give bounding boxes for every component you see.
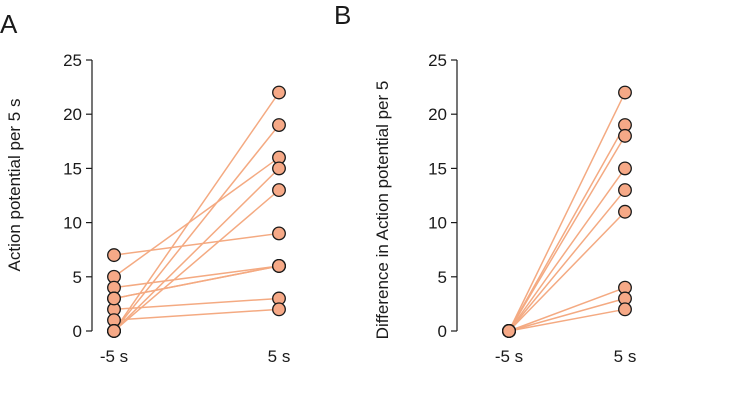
panel-a-x-tick-label: 5 s (268, 347, 291, 366)
panel-a-data-point (107, 324, 121, 338)
panel-a-data-point (272, 302, 286, 317)
panel-b-pair-line (508, 92, 626, 332)
panel-b-y-tick-label: 15 (428, 159, 447, 178)
panel-b-data-point (618, 85, 632, 100)
panel-b-pair-line (508, 124, 626, 332)
panel-b-x-tick-label: -5 s (495, 347, 523, 366)
panel-a-pair-line (113, 308, 280, 321)
panel-a-data-point (272, 118, 286, 132)
panel-b-pair-line (508, 286, 626, 332)
panel-a-data-point (272, 259, 286, 273)
panel-b-pair-line (508, 211, 626, 332)
panel-b-data-point (618, 183, 632, 198)
panel-a-y-tick-label: 10 (63, 214, 82, 233)
panel-b-y-axis-label: Difference in Action potential per 5 (373, 81, 392, 340)
panel-b-data-point (618, 204, 632, 219)
panel-a-y-tick-label: 5 (73, 268, 82, 287)
panel-b-pair-line (508, 167, 626, 332)
panel-a-pair-line (113, 167, 280, 332)
panel-a-pair-line (113, 189, 280, 332)
panel-a-data-point (107, 248, 121, 263)
panel-b-y-tick-label: 0 (438, 322, 447, 341)
panel-a-pair-line (113, 232, 280, 256)
panel-b-y-tick-label: 5 (438, 268, 447, 287)
panel-b-data-point (618, 128, 632, 143)
panel-b: B Difference in Action potential per 5 0… (334, 0, 636, 366)
panel-a-data-point (107, 291, 121, 306)
panel-a: A Action potential per 5 s 0 5 10 15 20 25 -5 … (0, 9, 290, 366)
panel-a-marks: 0 5 10 15 20 25 -5 s 5 s (63, 51, 290, 366)
panel-a-pair-line (113, 92, 280, 332)
panel-a-y-tick-label: 20 (63, 105, 82, 124)
panel-b-y-tick-label: 20 (428, 105, 447, 124)
panel-a-x-tick-label: -5 s (100, 347, 128, 366)
panel-a-y-tick-label: 25 (63, 51, 82, 70)
panel-a-data-point (272, 85, 286, 100)
panel-b-pair-line (508, 135, 626, 332)
panel-b-pair-line (508, 308, 626, 332)
panel-b-data-point (618, 302, 632, 317)
panel-a-pair-line (113, 124, 280, 332)
panel-b-marks: 0 5 10 15 20 25 -5 s 5 s (428, 51, 636, 366)
panel-a-pair-line (113, 265, 280, 289)
panel-a-data-point (272, 183, 286, 198)
panel-b-y-tick-label: 10 (428, 214, 447, 233)
panel-a-pair-line (113, 265, 280, 300)
panel-a-y-axis-label: Action potential per 5 s (5, 99, 24, 272)
panel-a-letter: A (0, 9, 18, 39)
panel-b-y-tick-label: 25 (428, 51, 447, 70)
panel-b-x-tick-label: 5 s (614, 347, 637, 366)
panel-b-pair-line (508, 297, 626, 332)
panel-a-y-tick-label: 0 (73, 322, 82, 341)
panel-b-data-point (618, 161, 632, 176)
panel-a-y-tick-label: 15 (63, 159, 82, 178)
panel-b-pair-line (508, 189, 626, 332)
panel-b-data-point (502, 324, 516, 338)
panel-b-letter: B (334, 0, 351, 30)
panel-a-data-point (272, 226, 286, 241)
panel-a-pair-line (113, 156, 280, 278)
panel-a-data-point (272, 161, 286, 176)
